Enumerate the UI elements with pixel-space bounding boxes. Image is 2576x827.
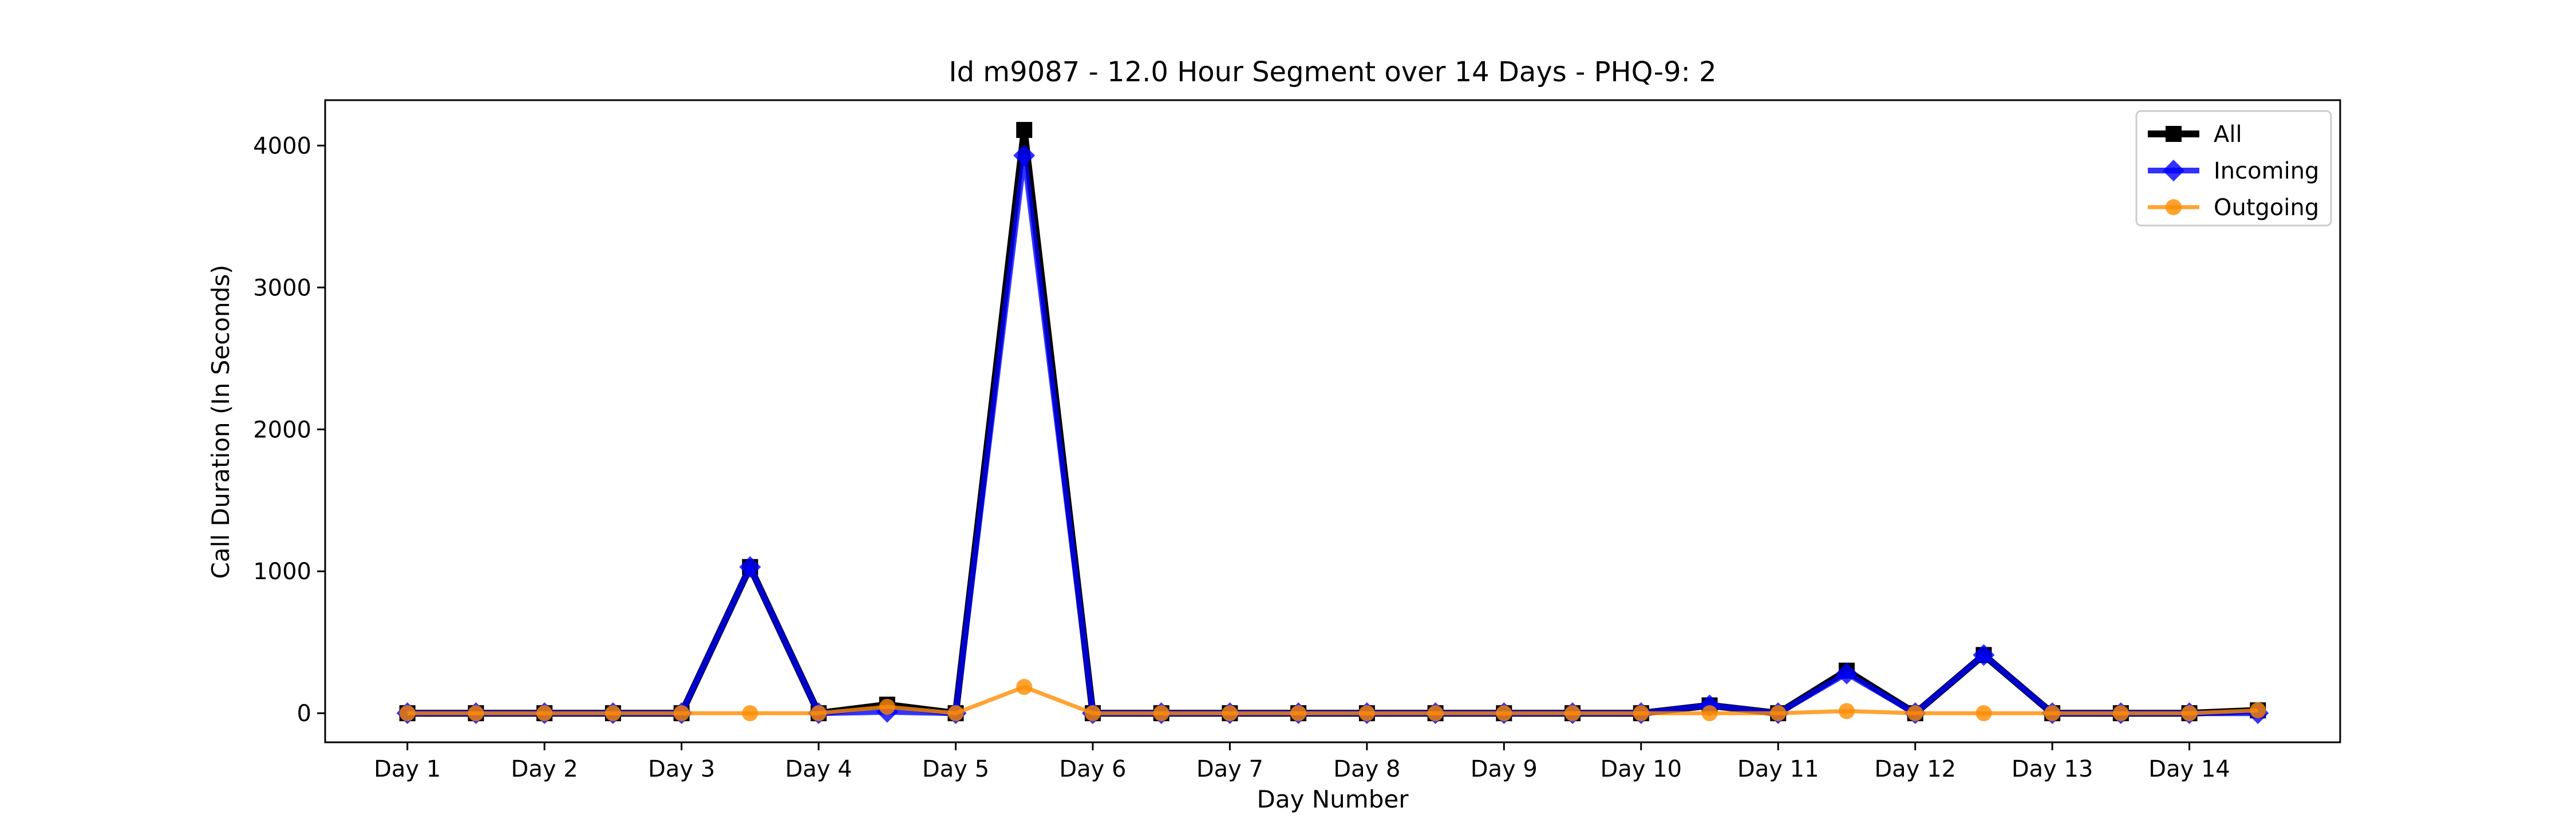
data-point-incoming xyxy=(1013,144,1036,167)
data-point-incoming xyxy=(1973,644,1995,666)
data-point-outgoing xyxy=(1838,703,1855,719)
data-point-outgoing xyxy=(468,705,484,722)
legend-swatch-marker xyxy=(2166,126,2182,142)
data-point-outgoing xyxy=(1153,705,1170,722)
data-point-outgoing xyxy=(2044,705,2061,722)
legend-item-all: All xyxy=(2148,121,2242,148)
data-point-outgoing xyxy=(947,705,964,722)
data-point-outgoing xyxy=(742,705,758,722)
y-axis-label: Call Duration (In Seconds) xyxy=(207,264,235,579)
data-point-outgoing xyxy=(605,705,621,722)
data-point-outgoing xyxy=(1701,705,1718,722)
x-axis-label: Day Number xyxy=(1257,785,1409,813)
series-outgoing xyxy=(399,679,2266,722)
data-point-outgoing xyxy=(1633,705,1649,722)
y-tick-label: 2000 xyxy=(253,417,311,443)
x-tick-label: Day 12 xyxy=(1874,756,1956,782)
x-tick-label: Day 11 xyxy=(1737,756,1819,782)
y-tick-label: 1000 xyxy=(253,559,311,585)
x-tick-label: Day 10 xyxy=(1600,756,1682,782)
legend-item-incoming: Incoming xyxy=(2148,158,2319,184)
legend: All Incoming Outgoing xyxy=(2135,110,2332,227)
data-point-outgoing xyxy=(1427,705,1444,722)
data-point-outgoing xyxy=(1564,705,1581,722)
legend-item-outgoing: Outgoing xyxy=(2148,195,2319,221)
y-tick-label: 0 xyxy=(297,701,311,727)
data-point-outgoing xyxy=(2112,705,2129,722)
data-point-outgoing xyxy=(1770,705,1787,722)
x-tick-label: Day 13 xyxy=(2012,756,2093,782)
data-point-outgoing xyxy=(536,705,553,722)
data-point-outgoing xyxy=(2181,705,2198,722)
data-point-outgoing xyxy=(399,705,416,722)
x-tick-label: Day 2 xyxy=(511,756,578,782)
plot-area-frame xyxy=(324,99,2341,743)
legend-label: Incoming xyxy=(2214,158,2319,184)
data-point-incoming xyxy=(739,556,761,578)
data-point-outgoing xyxy=(1976,705,1992,722)
legend-label: All xyxy=(2214,121,2242,148)
legend-label: Outgoing xyxy=(2214,195,2319,221)
chart-title: Id m9087 - 12.0 Hour Segment over 14 Day… xyxy=(949,56,1716,88)
data-point-outgoing xyxy=(811,705,827,722)
series-line-outgoing xyxy=(407,684,2258,715)
legend-swatch-marker xyxy=(2166,199,2182,215)
data-point-outgoing xyxy=(1084,705,1101,722)
data-point-outgoing xyxy=(1496,705,1512,722)
data-point-outgoing xyxy=(879,699,895,715)
x-tick-label: Day 5 xyxy=(922,756,989,782)
x-tick-label: Day 9 xyxy=(1471,756,1538,782)
x-tick-label: Day 8 xyxy=(1333,756,1400,782)
x-tick-label: Day 1 xyxy=(374,756,441,782)
data-point-outgoing xyxy=(1358,705,1375,722)
x-tick-label: Day 7 xyxy=(1196,756,1263,782)
x-tick-label: Day 14 xyxy=(2148,756,2230,782)
data-point-outgoing xyxy=(2250,702,2266,719)
y-tick-label: 4000 xyxy=(253,133,311,159)
x-tick-label: Day 4 xyxy=(785,756,852,782)
data-point-outgoing xyxy=(673,705,690,722)
y-tick-label: 3000 xyxy=(253,275,311,301)
x-tick-label: Day 6 xyxy=(1059,756,1126,782)
data-point-incoming xyxy=(1835,662,1858,684)
data-point-outgoing xyxy=(1016,679,1033,695)
data-point-outgoing xyxy=(1222,705,1238,722)
legend-frame xyxy=(2135,110,2332,227)
data-point-outgoing xyxy=(1907,705,1923,722)
data-point-all xyxy=(1016,122,1033,139)
x-tick-label: Day 3 xyxy=(648,756,715,782)
data-point-outgoing xyxy=(1290,705,1307,722)
legend-swatch-marker xyxy=(2163,160,2184,181)
